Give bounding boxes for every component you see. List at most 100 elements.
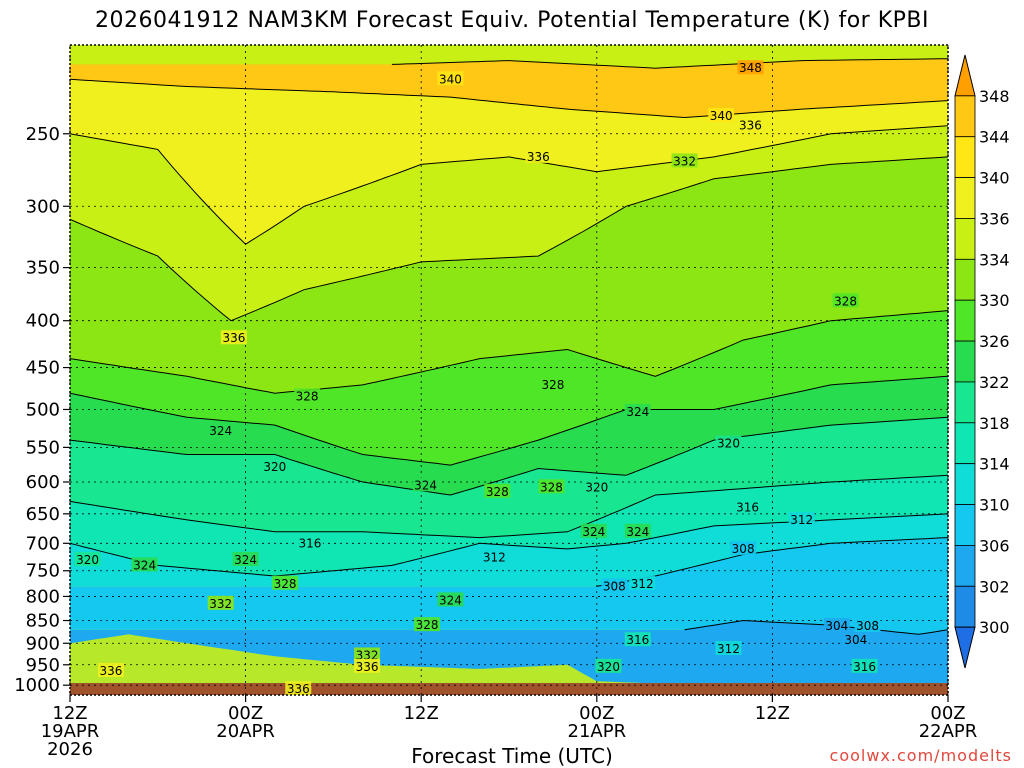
contour-label: 328 (416, 618, 439, 632)
contour-328 (70, 310, 948, 394)
contour-label-bg (131, 557, 158, 572)
contour-label: 328 (541, 378, 564, 392)
x-tick-label: 22APR (919, 721, 978, 742)
contour-label-bg (734, 499, 761, 514)
colorbar-label: 318 (979, 414, 1010, 433)
contour-label-bg (296, 535, 323, 550)
contour-label-bg (538, 479, 565, 494)
contour-label-bg (232, 551, 259, 566)
contour-label-bg (624, 523, 651, 538)
contour-label-bg (601, 578, 628, 593)
contour-label-bg (715, 640, 742, 655)
contour-label-bg (539, 376, 566, 391)
contour-label-bg (708, 107, 735, 122)
contour-label-bg (412, 477, 439, 492)
y-tick-label: 350 (26, 258, 60, 279)
x-tick-label: 20APR (216, 721, 275, 742)
colorbar-label: 322 (979, 373, 1010, 392)
contour-label-bg (715, 435, 742, 450)
contour-label: 320 (76, 553, 99, 567)
grid-lines (69, 45, 949, 695)
credit-link[interactable]: coolwx.com/modelts (829, 746, 1012, 765)
y-tick-label: 600 (26, 472, 60, 493)
contour-label: 324 (234, 553, 257, 567)
contour-label-bg (629, 575, 656, 590)
contour-label: 336 (527, 150, 550, 164)
contour-label: 324 (414, 478, 437, 492)
x-axis-label: Forecast Time (UTC) (411, 744, 613, 768)
colorbar-top-arrow (954, 54, 976, 97)
contour-332 (70, 156, 948, 322)
contour-label-bg (74, 551, 101, 566)
x-tick-label: 12Z (755, 703, 790, 724)
x-tick-label: 21APR (568, 721, 627, 742)
contour-label: 336 (739, 119, 762, 133)
colorbar-swatch (954, 545, 976, 587)
contour-340 (70, 78, 948, 119)
contour-label-bg (414, 617, 441, 632)
y-tick-label: 250 (26, 124, 60, 145)
colorbar-swatch (954, 340, 976, 383)
contour-label-bg (220, 330, 247, 345)
chart-title: 2026041912 NAM3KM Forecast Equiv. Potent… (95, 8, 929, 33)
colorbar-swatch (954, 422, 976, 465)
contour-label: 324 (582, 525, 605, 539)
contour-label: 324 (209, 424, 232, 438)
contour-label: 320 (597, 660, 620, 674)
contour-label: 336 (100, 664, 123, 678)
x-tick-label: 00Z (579, 703, 614, 724)
contour-324 (70, 375, 948, 466)
contour-label-bg (851, 658, 878, 673)
contour-label-bg (580, 523, 607, 538)
x-tick-label: 19APR (41, 721, 100, 742)
contour-label: 316 (853, 660, 876, 674)
colorbar-label: 336 (979, 209, 1010, 228)
colorbar-label: 302 (979, 577, 1010, 596)
contour-label-bg (624, 632, 651, 647)
contour-label-bg (354, 658, 381, 673)
contour-label-bg (737, 60, 764, 75)
colorbar-swatch (954, 299, 976, 342)
contour-label-bg (285, 681, 312, 696)
contour-label: 320 (717, 437, 740, 451)
contour-label: 312 (631, 577, 654, 591)
contour-label-bg (97, 663, 124, 678)
contour-label: 324 (626, 525, 649, 539)
contour-label: 304 (844, 633, 867, 647)
contour-348 (391, 58, 948, 69)
colorbar-label: 310 (979, 496, 1010, 515)
colorbar-swatch (954, 218, 976, 260)
contour-label: 328 (274, 577, 297, 591)
y-tick-label: 750 (26, 561, 60, 582)
band-312 (70, 513, 948, 587)
x-tick-label: 12Z (52, 703, 87, 724)
theta-e-bands (70, 45, 948, 695)
colorbar-bottom-arrow (954, 626, 976, 669)
y-tick-label: 900 (26, 633, 60, 654)
colorbar-swatch (954, 381, 976, 424)
band-332 (70, 156, 948, 394)
contour-label-bg (207, 423, 234, 438)
contour-label: 324 (626, 405, 649, 419)
contour-label: 332 (673, 154, 696, 168)
band-328 (70, 310, 948, 466)
contour-label-bg (730, 540, 757, 555)
contour-label-bg (261, 459, 288, 474)
y-tick-label: 450 (26, 358, 60, 379)
y-axis: 2503003504004505005506006507007508008509… (14, 124, 70, 696)
contour-label: 320 (263, 460, 286, 474)
contour-label: 332 (209, 597, 232, 611)
colorbar-label: 326 (979, 332, 1010, 351)
contour-label: 304 (825, 619, 848, 633)
colorbar-swatch (954, 504, 976, 546)
contour-label: 340 (439, 72, 462, 86)
x-tick-label: 00Z (228, 703, 263, 724)
contour-label: 336 (287, 682, 310, 696)
colorbar-label: 330 (979, 291, 1010, 310)
contour-label-bg (272, 575, 299, 590)
band-336 (70, 125, 948, 321)
colorbar-swatch (954, 136, 976, 179)
colorbar-label: 306 (979, 536, 1010, 555)
colorbar-label: 344 (979, 128, 1010, 147)
